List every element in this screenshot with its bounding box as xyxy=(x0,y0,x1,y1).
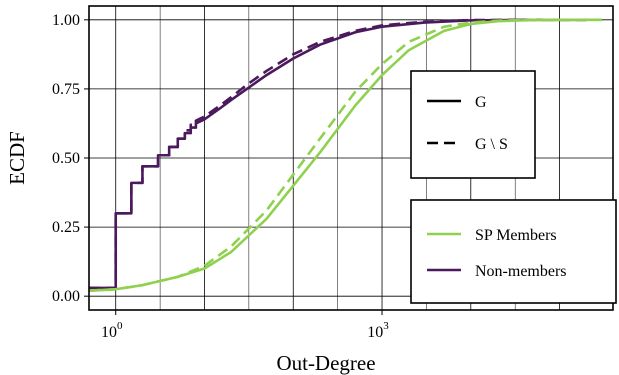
linestyle-legend: G G \ S xyxy=(410,70,536,179)
series-line-non-membersdashed xyxy=(89,18,587,290)
y-tick-label: 0.50 xyxy=(52,150,80,167)
color-legend-box xyxy=(410,199,617,304)
grid xyxy=(89,6,613,310)
linestyle-legend-label: G \ S xyxy=(475,136,508,153)
series-line-sp-memberssolid xyxy=(88,18,602,292)
linestyle-legend-box xyxy=(410,70,536,179)
color-legend-label: Non-members xyxy=(475,263,567,280)
y-tick-label: 1.00 xyxy=(52,12,80,29)
series-group xyxy=(88,18,602,292)
y-tick-labels: 0.00 0.25 0.50 0.75 1.00 xyxy=(52,12,89,305)
x-tick-labels: 100 103 xyxy=(101,310,389,341)
y-axis-label: ECDF xyxy=(5,131,29,185)
color-legend: SP Members Non-members xyxy=(410,199,617,304)
y-tick-label: 0.00 xyxy=(52,288,80,305)
x-tick-label: 100 xyxy=(101,320,123,341)
x-tick-label: 103 xyxy=(367,320,389,341)
y-tick-label: 0.75 xyxy=(52,81,80,98)
color-legend-label: SP Members xyxy=(475,227,557,244)
linestyle-legend-label: G xyxy=(475,94,487,111)
x-axis-label: Out-Degree xyxy=(276,351,375,375)
y-tick-label: 0.25 xyxy=(52,219,80,236)
